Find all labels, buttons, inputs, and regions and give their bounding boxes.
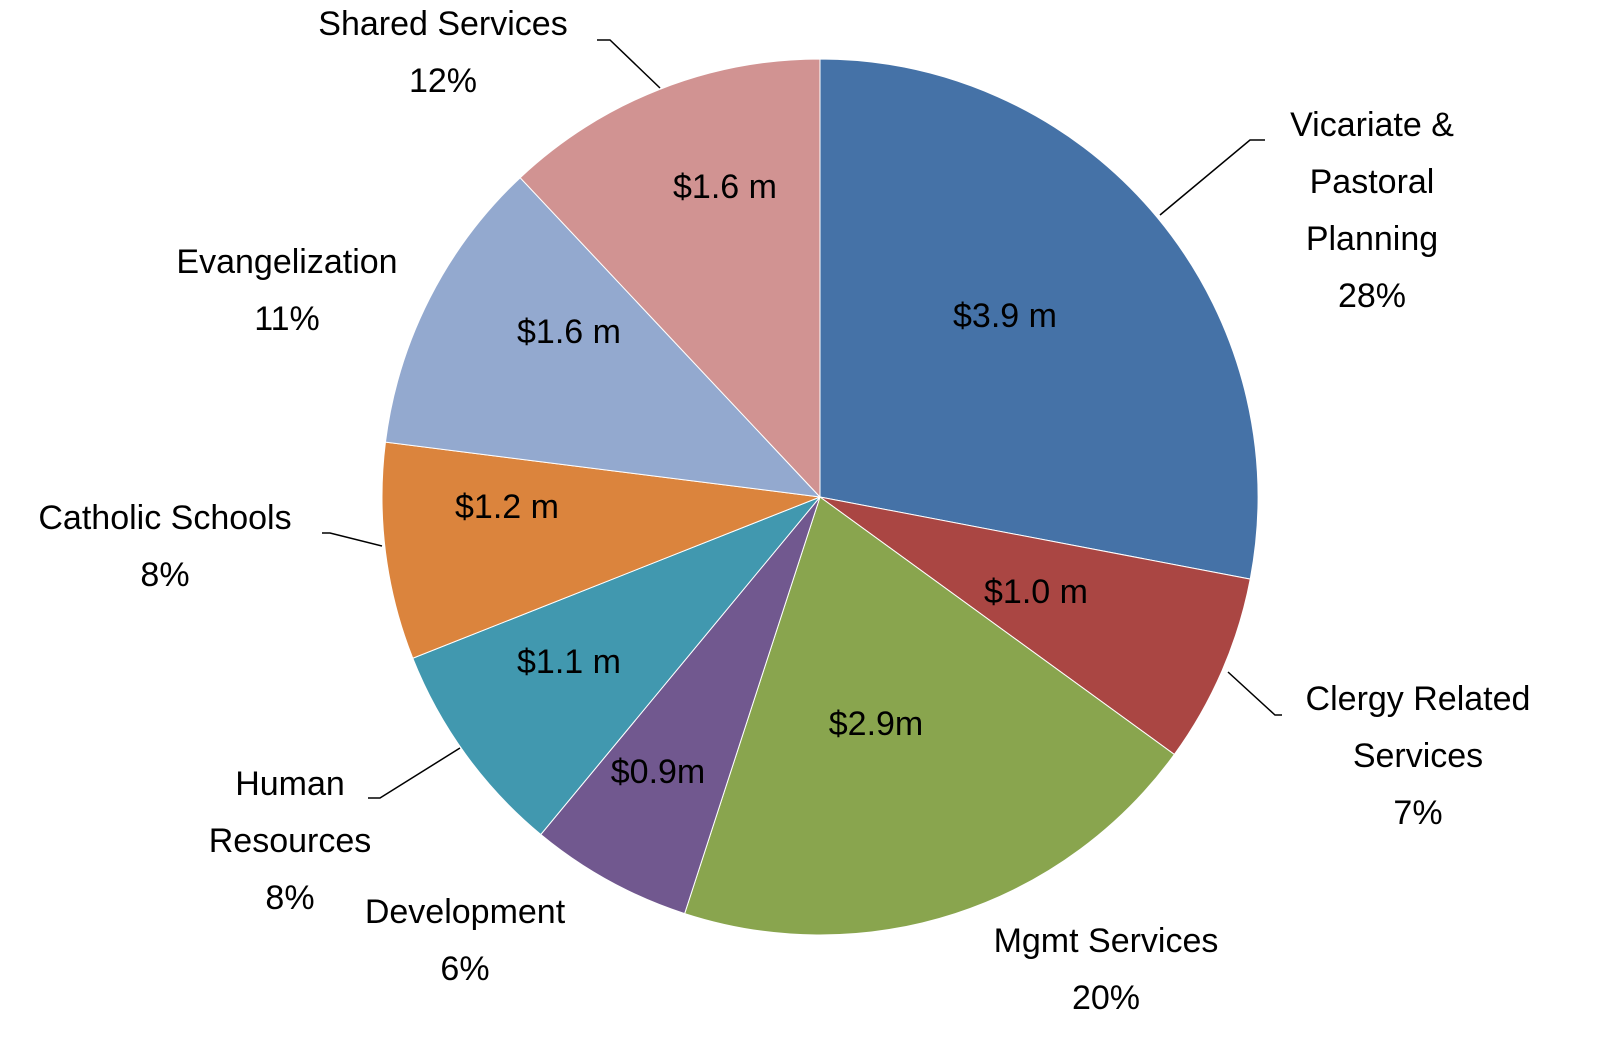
category-label: Development: [365, 893, 566, 931]
amount-label: $0.9m: [611, 753, 706, 791]
pie-slice: [540, 496, 821, 915]
category-label-line: Mgmt Services: [994, 922, 1219, 960]
amount-label: $1.1 m: [517, 643, 621, 681]
amount-label: $1.2 m: [455, 488, 559, 526]
category-label: Vicariate & Pastoral Planning: [1290, 106, 1454, 258]
pie-slice: [412, 496, 821, 836]
percent-label: 6%: [440, 950, 489, 988]
category-label-line: Pastoral: [1310, 163, 1435, 201]
category-label-line: Services: [1353, 737, 1483, 775]
pie-slice: [381, 441, 821, 659]
category-label-line: Development: [365, 893, 566, 931]
category-label-line: Clergy Related: [1306, 680, 1531, 718]
category-label: Human Resources: [209, 765, 372, 860]
category-label: Catholic Schools: [38, 499, 291, 537]
category-label-line: Evangelization: [176, 243, 397, 281]
percent-label: 20%: [1072, 979, 1140, 1017]
leader-line: [368, 747, 461, 799]
pie: [381, 58, 1259, 936]
leader-line: [597, 39, 661, 89]
amount-label: $1.0 m: [984, 573, 1088, 611]
percent-label: 8%: [265, 879, 314, 917]
category-label-line: Human: [235, 765, 345, 803]
pie-slice: [384, 177, 822, 498]
category-label-line: Planning: [1306, 220, 1438, 258]
percent-label: 28%: [1338, 277, 1406, 315]
category-label-line: Shared Services: [318, 5, 567, 43]
leader-line: [1227, 671, 1282, 716]
percent-label: 8%: [140, 556, 189, 594]
category-label-line: Catholic Schools: [38, 499, 291, 537]
leader-line: [322, 532, 383, 547]
category-label: Evangelization: [176, 243, 397, 281]
percent-label: 11%: [254, 300, 320, 338]
pie-slice: [684, 496, 1176, 936]
leader-line: [1159, 139, 1265, 216]
amount-label: $1.6 m: [517, 313, 621, 351]
pie-slice: [819, 58, 1259, 580]
category-label: Shared Services: [318, 5, 567, 43]
amount-label: $3.9 m: [953, 297, 1057, 335]
pie-slice: [819, 496, 1251, 756]
category-label-line: Resources: [209, 822, 372, 860]
category-label-line: Vicariate &: [1290, 106, 1454, 144]
category-label: Clergy Related Services: [1306, 680, 1531, 775]
percent-label: 7%: [1393, 794, 1442, 832]
category-label: Mgmt Services: [994, 922, 1219, 960]
amount-label: $2.9m: [829, 705, 924, 743]
percent-label: 12%: [409, 62, 477, 100]
pie-slice: [519, 58, 821, 499]
amount-label: $1.6 m: [673, 168, 777, 206]
